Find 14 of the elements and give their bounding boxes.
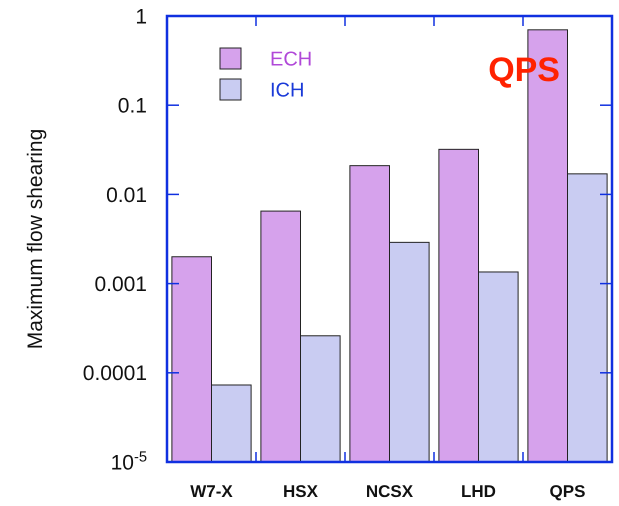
- x-tick-label: W7-X: [190, 482, 234, 501]
- y-tick-label: 0.01: [106, 184, 147, 207]
- legend-label: ICH: [270, 80, 304, 102]
- y-axis-title: Maximum flow shearing: [24, 128, 47, 350]
- x-tick-label: HSX: [283, 482, 319, 501]
- y-tick-label: 10$^{-5}$: [110, 449, 147, 474]
- x-tick-label: QPS: [550, 482, 586, 501]
- y-tick-label: 0.0001: [82, 362, 147, 386]
- x-tick-label: NCSX: [366, 482, 414, 501]
- y-tick-label: 0.1: [118, 94, 147, 118]
- y-tick-label: 1: [135, 5, 147, 28]
- y-tick-label: 0.001: [94, 272, 147, 296]
- x-tick-label: LHD: [461, 482, 496, 501]
- legend-label: ECH: [270, 48, 312, 70]
